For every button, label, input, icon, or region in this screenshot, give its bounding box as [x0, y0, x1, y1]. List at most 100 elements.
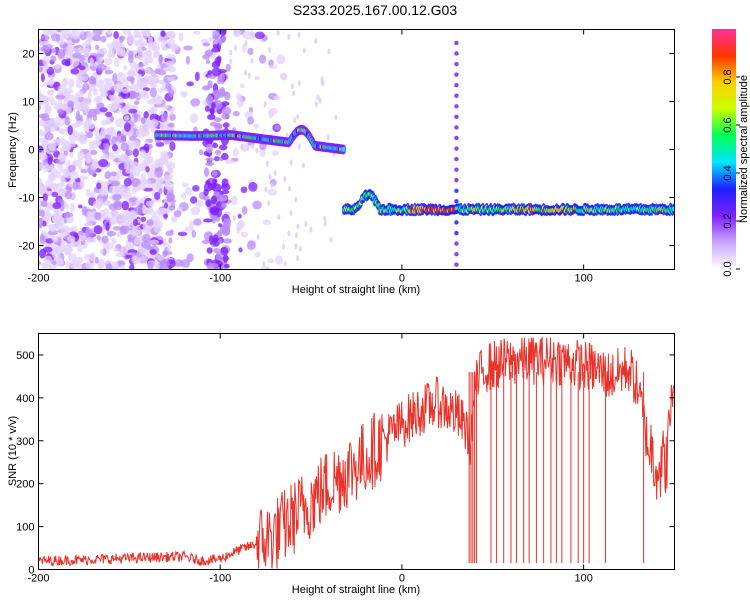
- spectrogram-noise-cell: [212, 142, 218, 149]
- spectrogram-noise-cell: [189, 113, 199, 124]
- spectrogram-noise-cell: [41, 34, 50, 42]
- spectrogram-noise-cell: [128, 197, 138, 203]
- spectrogram-noise-cell: [218, 238, 223, 244]
- spectrogram-noise-cell: [202, 42, 211, 47]
- spectrogram-noise-cell: [66, 106, 72, 114]
- spectrogram-noise-cell: [120, 187, 127, 196]
- spectrogram-noise-cell: [217, 76, 222, 85]
- spectrogram-noise-cell: [281, 243, 285, 250]
- spectrogram-noise-cell: [211, 67, 222, 77]
- spectrogram-noise-cell: [170, 216, 178, 223]
- spectrogram-noise-cell: [220, 101, 230, 107]
- colorbar-ticks: 0.0 0.2 0.4 0.6 0.8: [722, 69, 740, 277]
- spectrogram-noise-cell: [103, 207, 109, 218]
- spectrogram-noise-cell: [202, 218, 213, 223]
- spectrogram-noise-cell: [215, 251, 223, 261]
- spectrogram-noise-cell: [46, 190, 53, 196]
- spectrogram-noise-cell: [127, 229, 135, 235]
- spectrogram-noise-cell: [165, 54, 176, 60]
- spectrogram-noise-cell: [143, 111, 149, 119]
- spectrogram-vertical-line-cell: [454, 188, 459, 193]
- spectrogram-noise-cell: [334, 114, 338, 121]
- spectrogram-noise-cell: [136, 81, 143, 87]
- spectrogram-y-tick-label: 20: [22, 49, 34, 61]
- spectrogram-noise-cell: [149, 70, 156, 76]
- colorbar-tick-label: 0.8: [722, 69, 734, 84]
- spectrogram-noise-cell: [70, 68, 80, 75]
- spectrogram-noise-cell: [210, 107, 215, 116]
- spectrogram-noise-cell: [301, 162, 305, 169]
- spectrogram-noise-cell: [220, 189, 230, 195]
- spectrogram-noise-cell: [318, 97, 322, 104]
- spectrogram-noise-cell: [96, 63, 107, 71]
- spectrogram-noise-cell: [79, 29, 85, 35]
- spectrogram-vertical-line-cell: [454, 114, 459, 120]
- spectrogram-noise-cell: [153, 223, 162, 233]
- spectrogram-noise-cell: [85, 261, 92, 270]
- spectrogram-noise-cell: [216, 55, 222, 64]
- spectrogram-noise-cell: [113, 31, 120, 40]
- spectrogram-noise-cell: [126, 70, 136, 77]
- spectrogram-noise-cell: [224, 159, 235, 164]
- spectrogram-noise-cell: [62, 171, 69, 178]
- spectrogram-noise-cell: [218, 37, 223, 46]
- spectrogram-noise-cell: [74, 130, 79, 140]
- spectrogram-noise-cell: [38, 218, 44, 229]
- spectrogram-noise-cell: [127, 54, 134, 64]
- spectrogram-noise-cell: [85, 216, 92, 223]
- spectrogram-noise-cell: [141, 118, 146, 125]
- spectrogram-noise-cell: [204, 105, 210, 112]
- spectrogram-noise-cell: [121, 200, 129, 211]
- spectrogram-noise-cell: [94, 212, 102, 221]
- spectrogram-noise-cell: [105, 242, 114, 250]
- spectrogram-noise-cell: [205, 157, 215, 162]
- spectrogram-noise-cell: [185, 55, 191, 65]
- spectrogram-noise-cell: [209, 121, 218, 127]
- spectrogram-noise-cell: [52, 249, 61, 260]
- spectrogram-noise-cell: [52, 260, 57, 265]
- spectrogram-noise-cell: [167, 122, 175, 128]
- spectrogram-noise-cell: [110, 94, 119, 104]
- spectrogram-noise-cell: [42, 56, 50, 66]
- spectrogram-noise-cell: [112, 73, 118, 83]
- spectrogram-noise-cell: [86, 131, 94, 139]
- spectrogram-x-ticks: -200 -100 0 100: [27, 29, 593, 285]
- spectrogram-noise-cell: [113, 83, 123, 93]
- spectrogram-noise-cell: [295, 232, 299, 239]
- spectrogram-noise-cell: [205, 95, 214, 105]
- spectrogram-noise-cell: [262, 260, 266, 267]
- spectrogram-noise-cell: [214, 149, 222, 155]
- spectrogram-noise-cell: [131, 186, 137, 195]
- spectrogram-noise-cell: [159, 122, 167, 130]
- spectrogram-vertical-line-cell: [454, 251, 459, 257]
- spectrogram-noise-cell: [38, 152, 42, 161]
- spectrogram-noise-cell: [60, 225, 71, 236]
- spectrogram-noise-cell: [302, 47, 306, 54]
- spectrogram-noise-cell: [101, 235, 109, 244]
- spectrogram-noise-cell: [150, 45, 161, 52]
- spectrogram-vertical-line-cell: [454, 40, 459, 46]
- spectrogram-vertical-line-cell: [454, 262, 459, 267]
- spectrogram-noise-cell: [289, 159, 293, 166]
- spectrogram-vertical-line-cell: [454, 51, 459, 56]
- spectrogram-noise-cell: [125, 254, 133, 259]
- spectrogram-noise-cell: [120, 142, 129, 152]
- spectrogram-noise-cell: [44, 124, 50, 133]
- spectrogram-noise-cell: [270, 182, 274, 189]
- spectrogram-vertical-line-cell: [454, 82, 459, 88]
- spectrogram-noise-cell: [186, 81, 194, 87]
- spectrogram-noise-cell: [78, 165, 83, 171]
- spectrogram-noise-cell: [225, 63, 231, 72]
- spectrogram-noise-cell: [38, 137, 46, 143]
- spectrogram-noise-cell: [240, 143, 244, 150]
- spectrogram-noise-cell: [120, 264, 126, 270]
- spectrogram-noise-cell: [180, 259, 191, 268]
- spectrogram-noise-cell: [133, 218, 139, 227]
- spectrogram-noise-cell: [268, 109, 274, 119]
- spectrogram-noise-cell: [159, 110, 165, 115]
- spectrogram-noise-cell: [67, 164, 76, 173]
- spectrogram-noise-cell: [265, 160, 269, 167]
- spectrogram-noise-cell: [79, 54, 86, 62]
